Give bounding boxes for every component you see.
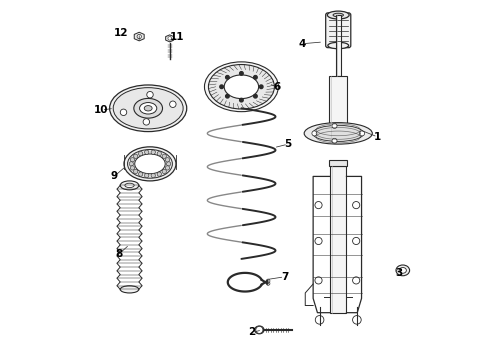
Ellipse shape xyxy=(313,125,364,141)
Circle shape xyxy=(162,169,167,174)
Circle shape xyxy=(353,237,360,244)
Circle shape xyxy=(167,162,171,166)
FancyBboxPatch shape xyxy=(326,13,351,48)
Text: 6: 6 xyxy=(273,82,281,92)
Ellipse shape xyxy=(140,103,157,114)
Circle shape xyxy=(353,277,360,284)
Text: 4: 4 xyxy=(299,39,306,49)
Ellipse shape xyxy=(120,181,139,190)
Circle shape xyxy=(170,101,176,108)
Ellipse shape xyxy=(127,149,172,178)
Circle shape xyxy=(139,152,143,156)
Text: 12: 12 xyxy=(114,28,128,38)
Circle shape xyxy=(145,150,149,154)
Circle shape xyxy=(315,202,322,209)
Circle shape xyxy=(134,154,138,158)
Circle shape xyxy=(162,154,167,158)
Text: 2: 2 xyxy=(248,327,256,337)
Ellipse shape xyxy=(328,42,349,49)
Circle shape xyxy=(315,237,322,244)
Text: 1: 1 xyxy=(374,132,381,142)
Ellipse shape xyxy=(113,87,183,129)
Circle shape xyxy=(129,162,133,166)
Ellipse shape xyxy=(255,326,264,334)
Text: 7: 7 xyxy=(281,272,288,282)
FancyBboxPatch shape xyxy=(329,76,347,137)
FancyBboxPatch shape xyxy=(329,160,347,166)
Circle shape xyxy=(259,85,263,89)
Text: 9: 9 xyxy=(111,171,118,181)
Circle shape xyxy=(353,202,360,209)
Circle shape xyxy=(151,174,155,178)
Circle shape xyxy=(165,166,170,170)
Circle shape xyxy=(143,119,149,125)
Ellipse shape xyxy=(327,11,349,19)
Ellipse shape xyxy=(135,154,165,174)
Circle shape xyxy=(147,91,153,98)
Circle shape xyxy=(240,72,243,75)
Ellipse shape xyxy=(120,286,139,293)
Ellipse shape xyxy=(399,267,406,273)
Circle shape xyxy=(165,158,170,162)
FancyBboxPatch shape xyxy=(330,166,346,313)
Polygon shape xyxy=(166,35,174,42)
Circle shape xyxy=(145,174,149,178)
Circle shape xyxy=(254,76,257,79)
Ellipse shape xyxy=(304,123,372,144)
Circle shape xyxy=(137,35,141,39)
Circle shape xyxy=(332,123,337,129)
Circle shape xyxy=(168,37,172,40)
Circle shape xyxy=(254,94,257,98)
Circle shape xyxy=(240,98,243,102)
FancyBboxPatch shape xyxy=(336,15,341,76)
Text: 3: 3 xyxy=(395,268,403,278)
Ellipse shape xyxy=(208,64,274,109)
Circle shape xyxy=(332,138,337,143)
Circle shape xyxy=(220,85,223,89)
Ellipse shape xyxy=(224,75,259,99)
Circle shape xyxy=(225,94,229,98)
Circle shape xyxy=(360,131,365,136)
Circle shape xyxy=(151,150,155,154)
Ellipse shape xyxy=(144,105,152,111)
Circle shape xyxy=(315,277,322,284)
Text: 10: 10 xyxy=(94,105,109,115)
Ellipse shape xyxy=(125,183,134,188)
Ellipse shape xyxy=(110,85,187,132)
Circle shape xyxy=(130,158,135,162)
Circle shape xyxy=(267,279,270,283)
Ellipse shape xyxy=(124,147,176,181)
Circle shape xyxy=(267,282,270,285)
Text: 8: 8 xyxy=(116,248,123,258)
Circle shape xyxy=(315,316,324,324)
Ellipse shape xyxy=(333,13,343,17)
Circle shape xyxy=(312,131,317,136)
Ellipse shape xyxy=(396,265,410,276)
Circle shape xyxy=(134,169,138,174)
Circle shape xyxy=(139,172,143,176)
Text: 5: 5 xyxy=(284,139,292,149)
Circle shape xyxy=(157,152,161,156)
Text: 11: 11 xyxy=(170,32,184,41)
Ellipse shape xyxy=(204,62,278,112)
Circle shape xyxy=(130,166,135,170)
Circle shape xyxy=(225,76,229,79)
Circle shape xyxy=(353,316,361,324)
Polygon shape xyxy=(134,32,144,41)
Circle shape xyxy=(256,326,263,333)
Circle shape xyxy=(120,109,127,116)
Circle shape xyxy=(157,172,161,176)
Ellipse shape xyxy=(134,98,163,118)
